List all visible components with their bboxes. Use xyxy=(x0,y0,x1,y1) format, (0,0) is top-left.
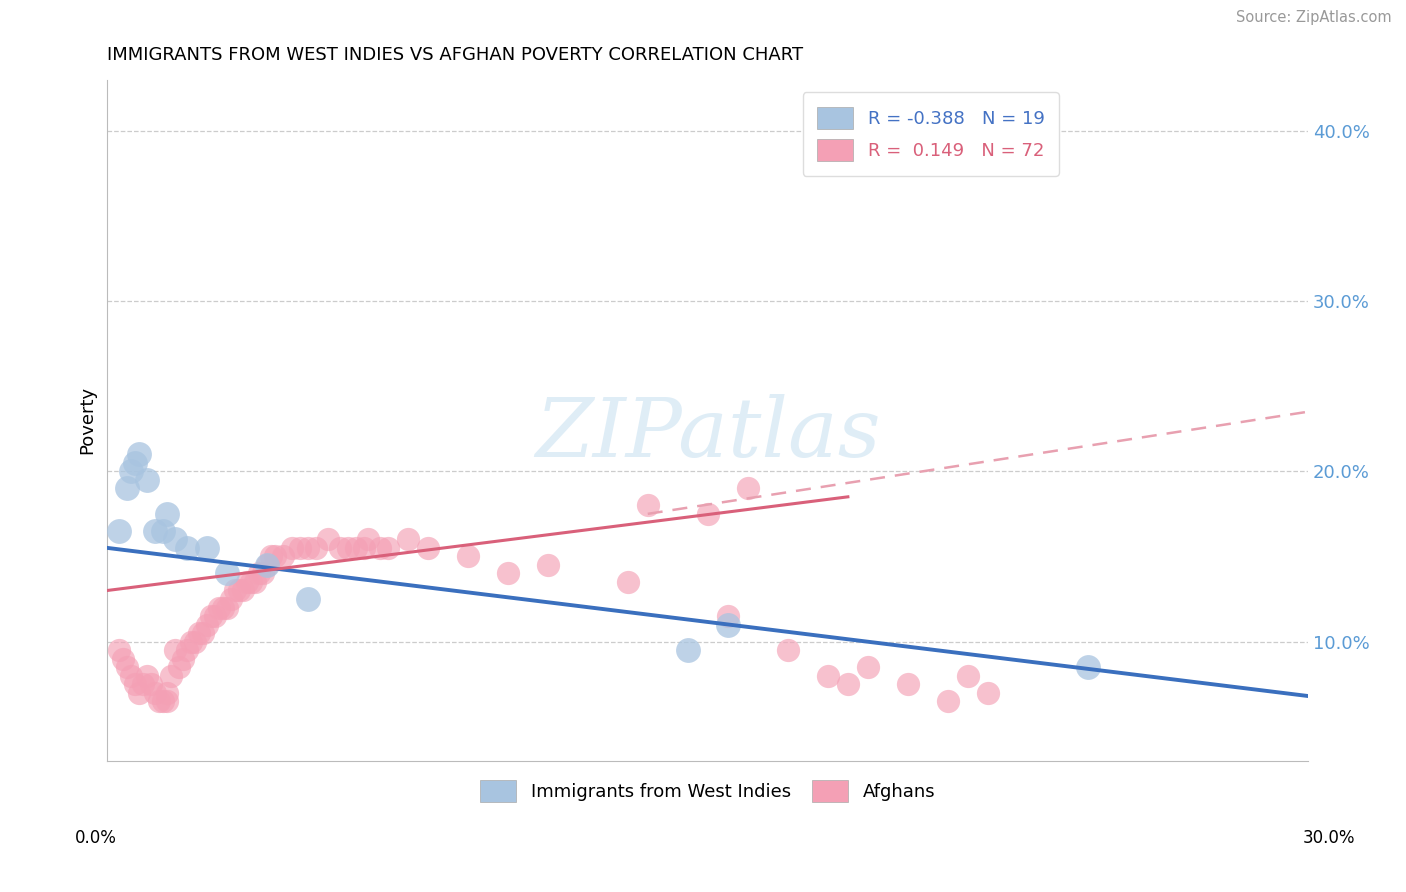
Point xyxy=(457,549,479,564)
Point xyxy=(141,677,163,691)
Legend: Immigrants from West Indies, Afghans: Immigrants from West Indies, Afghans xyxy=(472,773,943,810)
Point xyxy=(396,533,419,547)
Point xyxy=(537,558,560,572)
Point xyxy=(217,600,239,615)
Point xyxy=(128,686,150,700)
Point xyxy=(273,549,295,564)
Point xyxy=(165,643,187,657)
Text: IMMIGRANTS FROM WEST INDIES VS AFGHAN POVERTY CORRELATION CHART: IMMIGRANTS FROM WEST INDIES VS AFGHAN PO… xyxy=(107,46,803,64)
Point xyxy=(236,574,259,589)
Point xyxy=(232,583,254,598)
Point xyxy=(112,651,135,665)
Point xyxy=(717,609,740,624)
Point xyxy=(245,574,267,589)
Point xyxy=(368,541,391,555)
Point xyxy=(224,583,246,598)
Point xyxy=(252,566,274,581)
Point xyxy=(936,694,959,708)
Point xyxy=(160,668,183,682)
Text: 30.0%: 30.0% xyxy=(1302,829,1355,847)
Point xyxy=(197,541,219,555)
Point xyxy=(260,549,283,564)
Point xyxy=(136,668,159,682)
Point xyxy=(169,660,191,674)
Point xyxy=(328,541,350,555)
Point xyxy=(108,524,131,538)
Point xyxy=(124,677,146,691)
Point xyxy=(616,574,638,589)
Point xyxy=(637,499,659,513)
Point xyxy=(156,694,179,708)
Point xyxy=(172,651,194,665)
Point xyxy=(776,643,799,657)
Point xyxy=(977,686,1000,700)
Point xyxy=(316,533,339,547)
Point xyxy=(356,533,378,547)
Point xyxy=(145,524,167,538)
Point xyxy=(120,464,142,478)
Point xyxy=(280,541,302,555)
Point xyxy=(297,592,319,607)
Point xyxy=(165,533,187,547)
Point xyxy=(124,456,146,470)
Point xyxy=(117,481,139,495)
Point xyxy=(156,686,179,700)
Point xyxy=(212,600,235,615)
Point xyxy=(264,549,287,564)
Point xyxy=(120,668,142,682)
Point xyxy=(897,677,920,691)
Point xyxy=(176,643,198,657)
Point xyxy=(184,634,207,648)
Point xyxy=(117,660,139,674)
Point xyxy=(717,617,740,632)
Point xyxy=(817,668,839,682)
Text: ZIPatlas: ZIPatlas xyxy=(536,394,880,474)
Point xyxy=(288,541,311,555)
Point xyxy=(1077,660,1099,674)
Point xyxy=(737,481,759,495)
Point xyxy=(336,541,359,555)
Point xyxy=(208,600,231,615)
Point xyxy=(297,541,319,555)
Point xyxy=(176,541,198,555)
Point xyxy=(200,609,222,624)
Text: Source: ZipAtlas.com: Source: ZipAtlas.com xyxy=(1236,11,1392,25)
Point xyxy=(188,626,211,640)
Point xyxy=(228,583,250,598)
Point xyxy=(145,686,167,700)
Point xyxy=(128,447,150,461)
Point xyxy=(956,668,979,682)
Point xyxy=(193,626,215,640)
Point xyxy=(377,541,399,555)
Point xyxy=(136,473,159,487)
Point xyxy=(344,541,367,555)
Point xyxy=(180,634,202,648)
Text: 0.0%: 0.0% xyxy=(75,829,117,847)
Point xyxy=(496,566,519,581)
Point xyxy=(696,507,718,521)
Point xyxy=(152,524,174,538)
Point xyxy=(156,507,179,521)
Point xyxy=(676,643,699,657)
Point xyxy=(197,617,219,632)
Y-axis label: Poverty: Poverty xyxy=(79,386,96,454)
Point xyxy=(204,609,226,624)
Point xyxy=(221,592,243,607)
Point xyxy=(249,566,271,581)
Point xyxy=(152,694,174,708)
Point xyxy=(217,566,239,581)
Point xyxy=(837,677,859,691)
Point xyxy=(256,558,278,572)
Point xyxy=(240,574,263,589)
Point xyxy=(416,541,439,555)
Point xyxy=(108,643,131,657)
Point xyxy=(256,558,278,572)
Point xyxy=(148,694,170,708)
Point xyxy=(353,541,375,555)
Point xyxy=(304,541,326,555)
Point xyxy=(132,677,155,691)
Point xyxy=(856,660,879,674)
